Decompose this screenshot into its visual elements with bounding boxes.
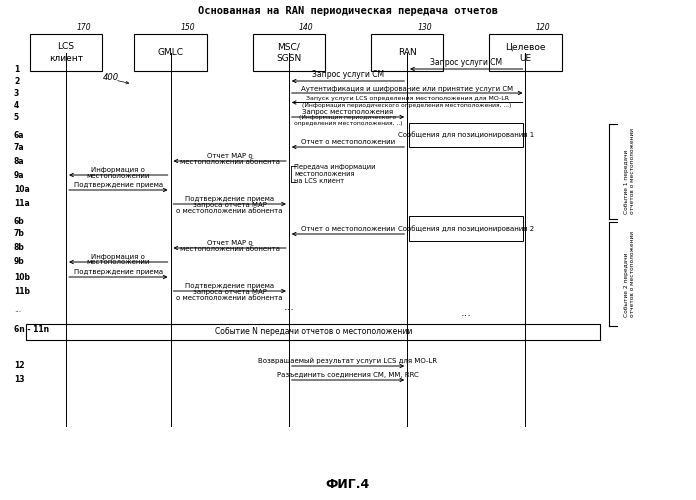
Text: 1: 1 — [14, 64, 19, 74]
Text: Запрос местоположения: Запрос местоположения — [303, 109, 393, 115]
FancyBboxPatch shape — [489, 34, 562, 71]
Text: Подтверждение приема: Подтверждение приема — [74, 269, 163, 275]
Text: Отчет MAP о: Отчет MAP о — [207, 153, 253, 159]
Text: 140: 140 — [299, 24, 314, 32]
Text: RAN: RAN — [398, 48, 416, 57]
Text: Подтверждение приема: Подтверждение приема — [74, 182, 163, 188]
Text: 5: 5 — [14, 112, 19, 122]
FancyBboxPatch shape — [409, 123, 523, 147]
Text: Сообщения для позиционирования 2: Сообщения для позиционирования 2 — [398, 225, 535, 232]
Text: Событие 1 передачи
отчетов о местоположении: Событие 1 передачи отчетов о местоположе… — [624, 128, 635, 214]
Text: ...: ... — [461, 308, 472, 318]
Text: Запрос услуги СМ: Запрос услуги СМ — [312, 70, 384, 79]
FancyBboxPatch shape — [371, 34, 443, 71]
Text: Событие N передачи отчетов о местоположении: Событие N передачи отчетов о местоположе… — [214, 328, 412, 336]
Text: Отчет о местоположении: Отчет о местоположении — [301, 139, 395, 145]
FancyBboxPatch shape — [409, 216, 523, 240]
Text: Подтверждение приема: Подтверждение приема — [185, 196, 274, 202]
FancyBboxPatch shape — [26, 324, 600, 340]
Text: ...: ... — [14, 304, 21, 314]
Text: местоположении: местоположении — [86, 260, 150, 266]
Text: 9a: 9a — [14, 170, 24, 179]
Text: 10b: 10b — [14, 272, 30, 281]
Text: Аутентификация и шифрование или принятие услуги СМ: Аутентификация и шифрование или принятие… — [301, 86, 513, 91]
Text: LCS
клиент: LCS клиент — [49, 42, 84, 62]
Text: 6b: 6b — [14, 218, 24, 226]
Text: 400: 400 — [103, 73, 120, 82]
Text: 150: 150 — [180, 24, 196, 32]
Text: местоположении: местоположении — [86, 172, 150, 178]
Text: определения местоположения, ..): определения местоположения, ..) — [294, 120, 402, 126]
Text: 11b: 11b — [14, 286, 30, 296]
Text: 10a: 10a — [14, 186, 30, 194]
Text: Подтверждение приема: Подтверждение приема — [185, 283, 274, 289]
Text: 7b: 7b — [14, 230, 25, 238]
Text: 2: 2 — [14, 76, 19, 86]
Text: Основанная на RAN периодическая передача отчетов: Основанная на RAN периодическая передача… — [198, 6, 498, 16]
Text: 170: 170 — [76, 24, 91, 32]
Text: Событие 2 передачи
отчетов о местоположении: Событие 2 передачи отчетов о местоположе… — [624, 231, 635, 317]
Text: (Информация периодического: (Информация периодического — [299, 116, 397, 120]
Text: 11a: 11a — [14, 200, 30, 208]
Text: Информация о: Информация о — [91, 167, 145, 173]
FancyBboxPatch shape — [30, 34, 102, 71]
Text: ФИГ.4: ФИГ.4 — [326, 478, 370, 491]
Text: ...: ... — [283, 302, 294, 312]
FancyBboxPatch shape — [134, 34, 207, 71]
Text: Возвращаемый результат услуги LCS для MO-LR: Возвращаемый результат услуги LCS для MO… — [258, 358, 438, 364]
Text: 9b: 9b — [14, 258, 24, 266]
Text: 4: 4 — [14, 100, 19, 110]
Text: 8b: 8b — [14, 244, 25, 252]
Text: Запуск услуги LCS определения местоположения для MO-LR: Запуск услуги LCS определения местополож… — [306, 96, 509, 101]
Text: 3: 3 — [14, 88, 19, 98]
Text: Целевое
UE: Целевое UE — [505, 42, 546, 62]
Text: 12: 12 — [14, 362, 24, 370]
Text: (Информация периодического определения местоположения, ...): (Информация периодического определения м… — [303, 102, 512, 108]
Text: 7a: 7a — [14, 142, 24, 152]
Text: о местоположении абонента: о местоположении абонента — [176, 208, 283, 214]
Text: Отчет MAP о: Отчет MAP о — [207, 240, 253, 246]
Text: 130: 130 — [417, 24, 432, 32]
Text: запроса отчета MAP: запроса отчета MAP — [193, 202, 267, 208]
Text: GMLC: GMLC — [157, 48, 184, 57]
Text: Сообщения для позиционирования 1: Сообщения для позиционирования 1 — [398, 132, 535, 138]
Text: запроса отчета MAP: запроса отчета MAP — [193, 289, 267, 295]
Text: местоположении абонента: местоположении абонента — [180, 159, 280, 165]
Text: 120: 120 — [535, 24, 551, 32]
Text: Разъединить соединения СМ, ММ, RRC: Разъединить соединения СМ, ММ, RRC — [277, 372, 419, 378]
Text: о местоположении абонента: о местоположении абонента — [176, 295, 283, 301]
Text: 13: 13 — [14, 376, 24, 384]
Text: 8a: 8a — [14, 156, 24, 166]
Text: Запрос услуги СМ: Запрос услуги СМ — [430, 58, 503, 67]
FancyBboxPatch shape — [253, 34, 325, 71]
Text: MSC/
SGSN: MSC/ SGSN — [276, 42, 301, 62]
Text: Отчет о местоположении: Отчет о местоположении — [301, 226, 395, 232]
Text: Передача информации
местоположения
на LCS клиент: Передача информации местоположения на LC… — [294, 164, 376, 184]
Text: 6n - 11n: 6n - 11n — [14, 326, 49, 334]
Text: Информация о: Информация о — [91, 254, 145, 260]
Text: 6a: 6a — [14, 130, 24, 140]
Text: местоположении абонента: местоположении абонента — [180, 246, 280, 252]
